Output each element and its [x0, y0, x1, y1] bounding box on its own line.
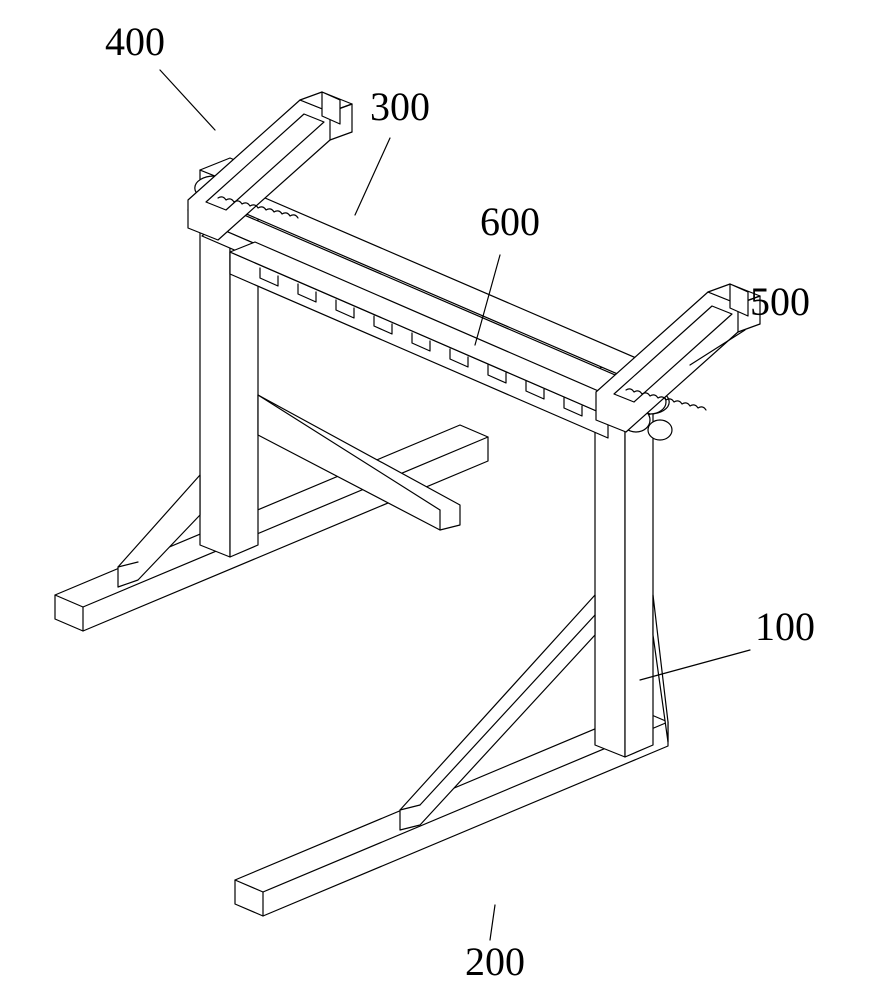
callout-100: 100: [755, 604, 815, 649]
base-foot-rear: [55, 425, 488, 631]
top-beam: [195, 176, 669, 424]
callout-200: 200: [465, 939, 525, 984]
leader-line: [490, 905, 495, 940]
callout-300: 300: [370, 84, 430, 129]
leader-line: [160, 70, 215, 130]
callout-600: 600: [480, 199, 540, 244]
callout-500: 500: [750, 279, 810, 324]
leader-line: [355, 138, 390, 215]
callout-400: 400: [105, 19, 165, 64]
